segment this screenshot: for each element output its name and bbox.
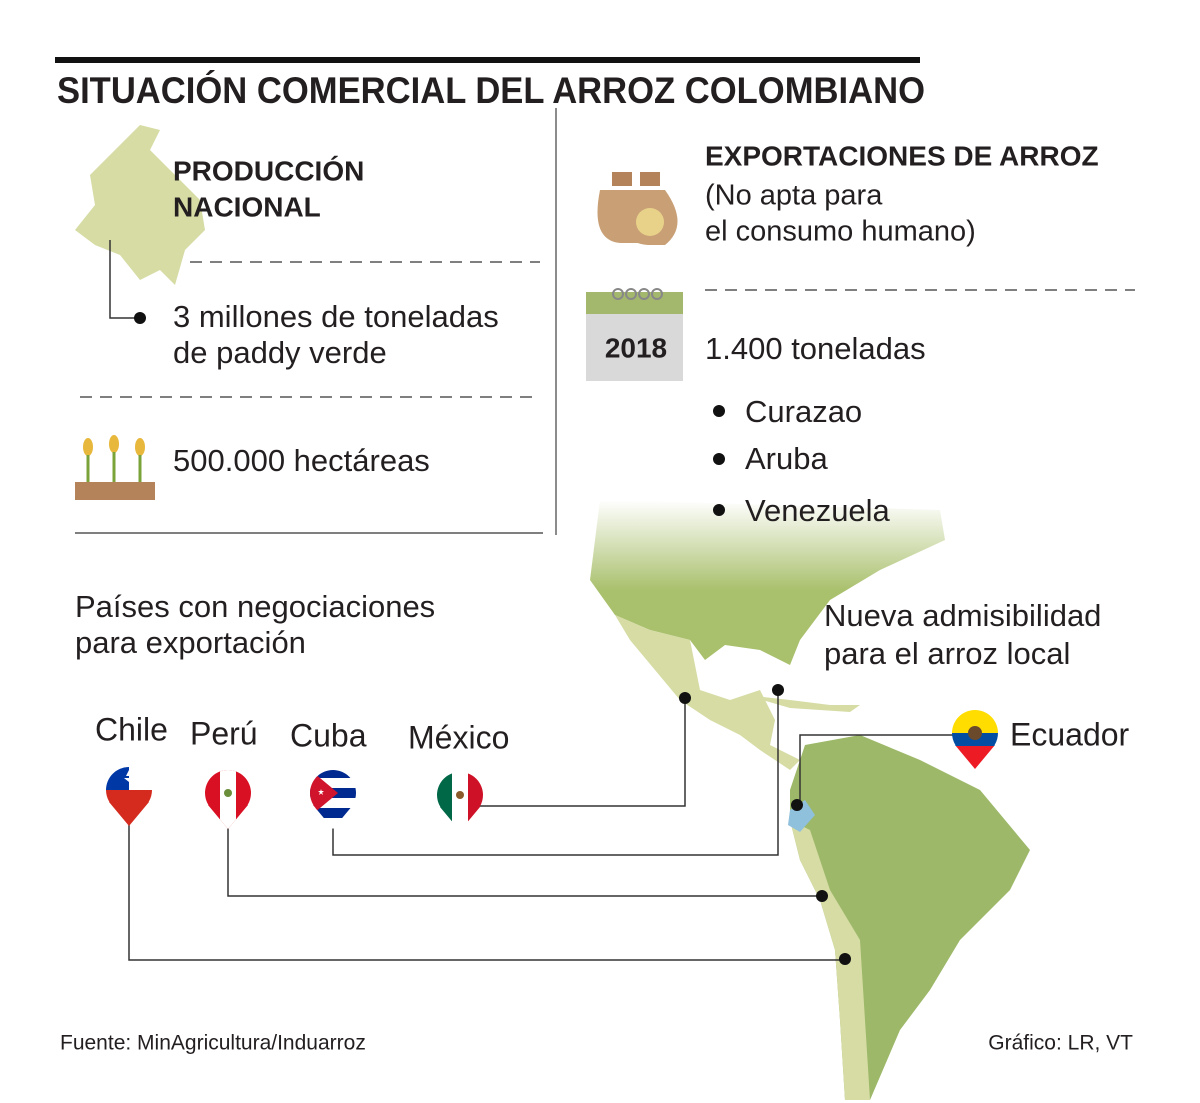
destination: Curazao: [745, 394, 862, 429]
admissibility-heading: Nueva admisibilidad: [824, 598, 1101, 633]
credit: Gráfico: LR, VT: [988, 1032, 1133, 1055]
flag-pin-cuba: [310, 770, 356, 829]
production-heading: PRODUCCIÓN: [173, 155, 364, 186]
bullet: [713, 453, 725, 465]
source: Fuente: MinAgricultura/Induarroz: [60, 1032, 366, 1055]
bullet: [816, 890, 828, 902]
flag-pin-chile: [106, 767, 152, 826]
connector: [799, 734, 955, 805]
country-label: Perú: [190, 715, 258, 751]
production-volume: de paddy verde: [173, 335, 387, 370]
bullet: [791, 799, 803, 811]
country-label: Chile: [95, 711, 168, 747]
production-volume: 3 millones de toneladas: [173, 299, 499, 334]
admissibility-heading: para el arroz local: [824, 636, 1070, 671]
country-label: Ecuador: [1010, 716, 1130, 752]
country-label: Cuba: [290, 717, 367, 753]
flag-pin-mexico: [437, 772, 483, 831]
title: SITUACIÓN COMERCIAL DEL ARROZ COLOMBIANO: [57, 69, 925, 111]
negotiations-heading: Países con negociaciones: [75, 589, 435, 624]
flag-pin-ecuador: [952, 710, 998, 769]
negotiations-heading: para exportación: [75, 625, 306, 660]
bags-icon: [597, 172, 678, 245]
exports-year: 2018: [605, 332, 667, 363]
exports-note: el consumo humano): [705, 216, 976, 248]
country-label: México: [408, 719, 509, 755]
exports-heading: EXPORTACIONES DE ARROZ: [705, 140, 1099, 171]
connector: [227, 815, 822, 897]
connector: [470, 698, 686, 807]
americas-map: [590, 500, 1030, 1100]
flag-pin-peru: [205, 770, 251, 829]
bullet: [713, 504, 725, 516]
connector: [128, 810, 845, 961]
exports-note: (No apta para: [705, 180, 883, 212]
wheat-icon: [75, 435, 155, 500]
bullet: [134, 312, 146, 324]
destination: Venezuela: [745, 493, 891, 528]
colombia-map: [75, 125, 205, 285]
connector: [332, 690, 779, 856]
production-area: 500.000 hectáreas: [173, 443, 430, 478]
bullet: [772, 684, 784, 696]
header-rule: [55, 57, 920, 63]
calendar-icon: [586, 288, 683, 381]
connector: [109, 240, 140, 319]
bullet: [839, 953, 851, 965]
bullet: [679, 692, 691, 704]
destination: Aruba: [745, 441, 828, 476]
exports-volume: 1.400 toneladas: [705, 331, 926, 366]
production-heading: NACIONAL: [173, 191, 321, 222]
bullet: [713, 405, 725, 417]
